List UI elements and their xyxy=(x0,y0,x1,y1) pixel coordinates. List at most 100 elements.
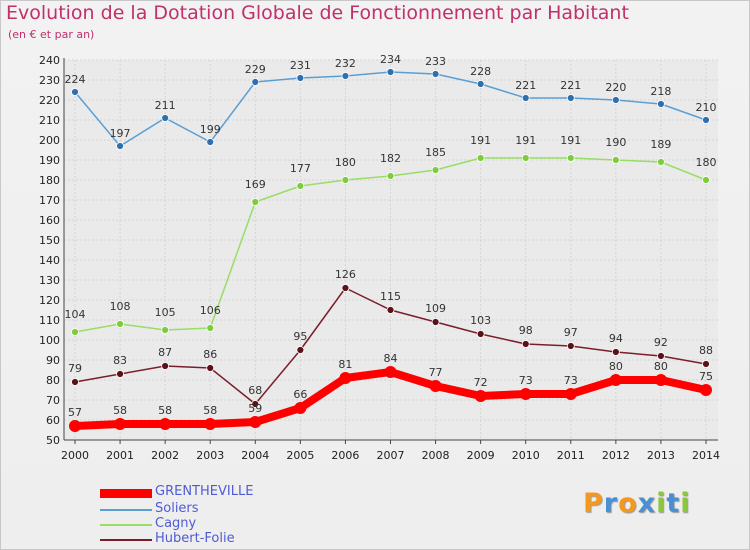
data-point-cagny xyxy=(611,156,620,164)
data-point-soliers xyxy=(386,68,395,76)
x-tick-label: 2007 xyxy=(377,449,405,462)
data-label-cagny: 169 xyxy=(245,178,266,191)
data-label-soliers: 197 xyxy=(110,127,131,140)
x-tick-label: 2008 xyxy=(422,449,450,462)
x-tick-label: 2006 xyxy=(331,449,359,462)
data-point-grentheville xyxy=(564,388,577,400)
data-label-cagny: 180 xyxy=(696,156,717,169)
x-tick-label: 2004 xyxy=(241,449,269,462)
data-point-grentheville xyxy=(384,366,397,378)
logo-letter: t xyxy=(666,488,681,519)
data-point-hubert-folie xyxy=(251,400,260,408)
data-label-hubert-folie: 87 xyxy=(158,346,172,359)
data-label-grentheville: 77 xyxy=(429,366,443,379)
data-label-soliers: 231 xyxy=(290,59,311,72)
data-point-hubert-folie xyxy=(116,370,124,378)
data-label-cagny: 108 xyxy=(110,300,131,313)
data-label-hubert-folie: 92 xyxy=(654,336,668,349)
x-tick-label: 2000 xyxy=(61,449,89,462)
data-label-soliers: 218 xyxy=(650,85,671,98)
logo-letter: o xyxy=(618,488,638,519)
data-label-grentheville: 80 xyxy=(654,360,668,373)
data-point-hubert-folie xyxy=(71,378,79,386)
data-point-cagny xyxy=(476,154,485,162)
data-label-hubert-folie: 68 xyxy=(248,384,262,397)
y-tick-label: 120 xyxy=(39,294,60,307)
data-label-cagny: 185 xyxy=(425,146,446,159)
data-label-cagny: 191 xyxy=(515,134,536,147)
data-point-cagny xyxy=(521,154,530,162)
x-tick-label: 2009 xyxy=(467,449,495,462)
proxiti-logo: Proxiti xyxy=(583,488,691,519)
y-tick-label: 230 xyxy=(39,74,60,87)
data-label-grentheville: 66 xyxy=(293,388,307,401)
data-label-soliers: 221 xyxy=(515,79,536,92)
data-point-hubert-folie xyxy=(611,348,620,356)
data-label-hubert-folie: 98 xyxy=(519,324,533,337)
data-label-soliers: 233 xyxy=(425,55,446,68)
data-point-hubert-folie xyxy=(657,352,665,360)
legend-swatch-grentheville xyxy=(100,489,152,498)
data-label-cagny: 190 xyxy=(605,136,626,149)
x-tick-label: 2001 xyxy=(106,449,134,462)
data-label-grentheville: 58 xyxy=(158,404,172,417)
legend-swatch-hubert-folie xyxy=(100,539,152,541)
data-point-hubert-folie xyxy=(476,330,485,338)
data-point-cagny xyxy=(431,166,440,174)
data-point-hubert-folie xyxy=(206,364,215,372)
data-point-grentheville xyxy=(654,374,667,386)
data-label-cagny: 180 xyxy=(335,156,356,169)
legend-swatch-cagny xyxy=(100,524,152,526)
logo-letter: i xyxy=(680,488,691,519)
data-label-soliers: 221 xyxy=(560,79,581,92)
data-label-hubert-folie: 97 xyxy=(564,326,578,339)
y-tick-label: 210 xyxy=(39,114,60,127)
data-point-soliers xyxy=(341,72,350,80)
data-label-hubert-folie: 109 xyxy=(425,302,446,315)
y-tick-label: 160 xyxy=(39,214,60,227)
data-point-grentheville xyxy=(114,418,127,430)
chart-title: Evolution de la Dotation Globale de Fonc… xyxy=(6,2,629,24)
data-point-grentheville xyxy=(339,372,352,384)
data-point-cagny xyxy=(161,326,170,334)
data-label-grentheville: 81 xyxy=(338,358,352,371)
y-tick-label: 90 xyxy=(46,354,60,367)
data-point-soliers xyxy=(476,80,485,88)
logo-letter: i xyxy=(656,488,667,519)
y-tick-label: 190 xyxy=(39,154,60,167)
y-tick-label: 80 xyxy=(46,374,60,387)
data-label-grentheville: 84 xyxy=(384,352,398,365)
data-label-grentheville: 80 xyxy=(609,360,623,373)
y-tick-label: 50 xyxy=(46,434,60,447)
data-point-hubert-folie xyxy=(521,340,530,348)
y-tick-label: 70 xyxy=(46,394,60,407)
y-tick-label: 110 xyxy=(39,314,60,327)
data-point-cagny xyxy=(566,154,575,162)
data-point-hubert-folie xyxy=(566,342,575,350)
data-point-grentheville xyxy=(519,388,532,400)
data-point-cagny xyxy=(116,320,124,328)
data-point-soliers xyxy=(206,138,215,146)
chart-subtitle: (en € et par an) xyxy=(8,28,95,41)
data-label-hubert-folie: 126 xyxy=(335,268,356,281)
data-label-grentheville: 58 xyxy=(113,404,127,417)
data-label-cagny: 182 xyxy=(380,152,401,165)
logo-letter: P xyxy=(583,488,604,519)
data-point-soliers xyxy=(161,114,170,122)
data-label-grentheville: 58 xyxy=(203,404,217,417)
data-label-cagny: 189 xyxy=(650,138,671,151)
data-label-hubert-folie: 88 xyxy=(699,344,713,357)
data-label-soliers: 229 xyxy=(245,63,266,76)
data-label-hubert-folie: 115 xyxy=(380,290,401,303)
data-point-soliers xyxy=(431,70,440,78)
x-tick-label: 2010 xyxy=(512,449,540,462)
data-point-cagny xyxy=(296,182,305,190)
data-label-soliers: 232 xyxy=(335,57,356,70)
y-tick-label: 200 xyxy=(39,134,60,147)
x-tick-label: 2003 xyxy=(196,449,224,462)
data-label-hubert-folie: 83 xyxy=(113,354,127,367)
data-point-grentheville xyxy=(294,402,307,414)
x-tick-label: 2012 xyxy=(602,449,630,462)
data-point-soliers xyxy=(116,142,124,150)
y-tick-label: 220 xyxy=(39,94,60,107)
